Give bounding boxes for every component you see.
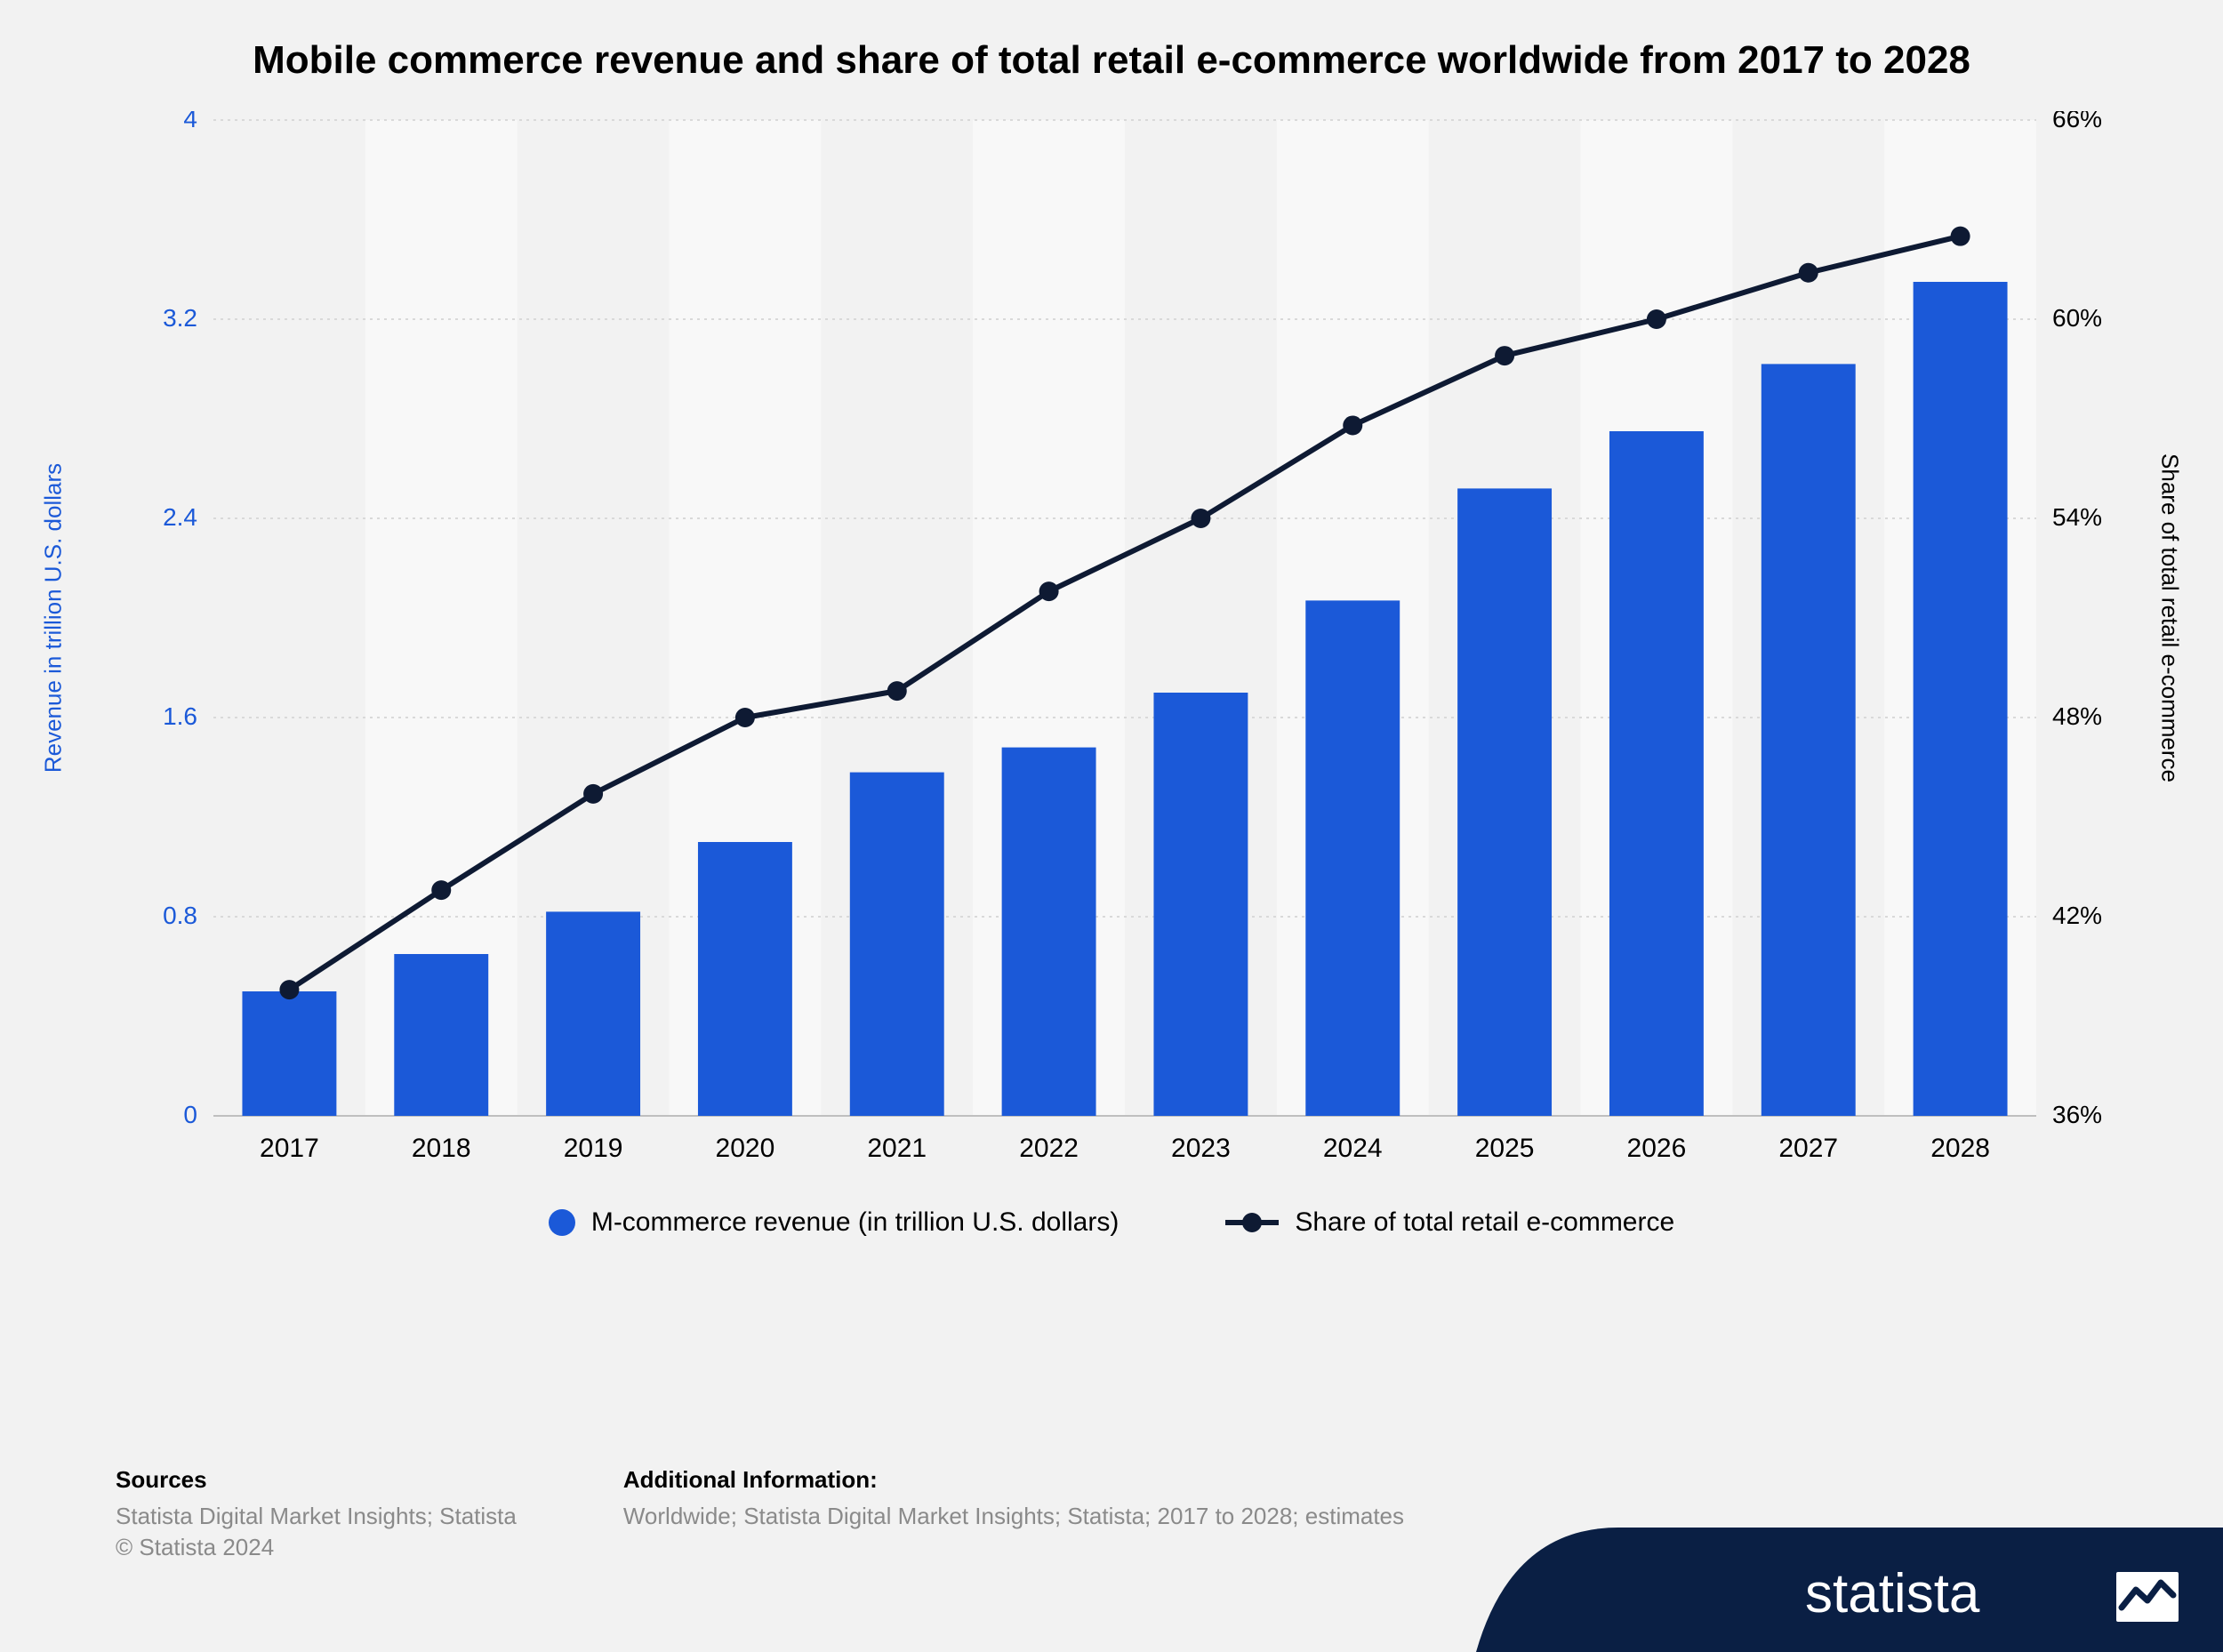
svg-text:3.2: 3.2: [163, 304, 197, 332]
y-left-axis-label: Revenue in trillion U.S. dollars: [40, 463, 68, 773]
svg-text:1.6: 1.6: [163, 702, 197, 730]
svg-text:0: 0: [183, 1101, 197, 1128]
footer-sources: Sources Statista Digital Market Insights…: [116, 1466, 517, 1563]
svg-text:54%: 54%: [2052, 503, 2102, 531]
legend-label-line: Share of total retail e-commerce: [1295, 1207, 1674, 1238]
footer-additional: Additional Information: Worldwide; Stati…: [623, 1466, 1404, 1563]
svg-text:statista: statista: [1805, 1563, 1980, 1624]
additional-text: Worldwide; Statista Digital Market Insig…: [623, 1501, 1404, 1532]
additional-heading: Additional Information:: [623, 1466, 1404, 1494]
svg-text:2024: 2024: [1323, 1134, 1383, 1163]
sources-heading: Sources: [116, 1466, 517, 1494]
svg-text:4: 4: [183, 111, 197, 132]
legend-swatch-bar-icon: [549, 1209, 575, 1236]
svg-text:2021: 2021: [867, 1134, 927, 1163]
chart-title: Mobile commerce revenue and share of tot…: [0, 0, 2223, 93]
svg-text:2026: 2026: [1627, 1134, 1687, 1163]
statista-logo: statista: [1476, 1528, 2223, 1652]
svg-text:2028: 2028: [1930, 1134, 1990, 1163]
svg-text:2022: 2022: [1019, 1134, 1079, 1163]
svg-text:42%: 42%: [2052, 902, 2102, 929]
svg-text:0.8: 0.8: [163, 902, 197, 929]
chart-svg: 0 0.8 1.6 2.4 3.2 4 36% 42% 48% 54% 60% 66% 2017 2018…: [116, 111, 2134, 1178]
sources-text: Statista Digital Market Insights; Statis…: [116, 1501, 517, 1563]
svg-text:2019: 2019: [564, 1134, 623, 1163]
svg-text:2.4: 2.4: [163, 503, 197, 531]
svg-text:2018: 2018: [412, 1134, 471, 1163]
y-right-axis-label: Share of total retail e-commerce: [2156, 453, 2184, 782]
legend-item-line: Share of total retail e-commerce: [1225, 1207, 1674, 1238]
svg-text:36%: 36%: [2052, 1101, 2102, 1128]
svg-text:48%: 48%: [2052, 702, 2102, 730]
svg-text:2017: 2017: [260, 1134, 319, 1163]
svg-text:2027: 2027: [1778, 1134, 1838, 1163]
svg-text:60%: 60%: [2052, 304, 2102, 332]
legend: M-commerce revenue (in trillion U.S. dol…: [116, 1207, 2107, 1238]
legend-item-bars: M-commerce revenue (in trillion U.S. dol…: [549, 1207, 1120, 1238]
svg-text:2025: 2025: [1475, 1134, 1535, 1163]
svg-text:66%: 66%: [2052, 111, 2102, 132]
svg-text:2023: 2023: [1171, 1134, 1231, 1163]
svg-text:2020: 2020: [716, 1134, 775, 1163]
legend-label-bars: M-commerce revenue (in trillion U.S. dol…: [591, 1207, 1120, 1238]
plot-area: Revenue in trillion U.S. dollars Share o…: [116, 111, 2107, 1178]
